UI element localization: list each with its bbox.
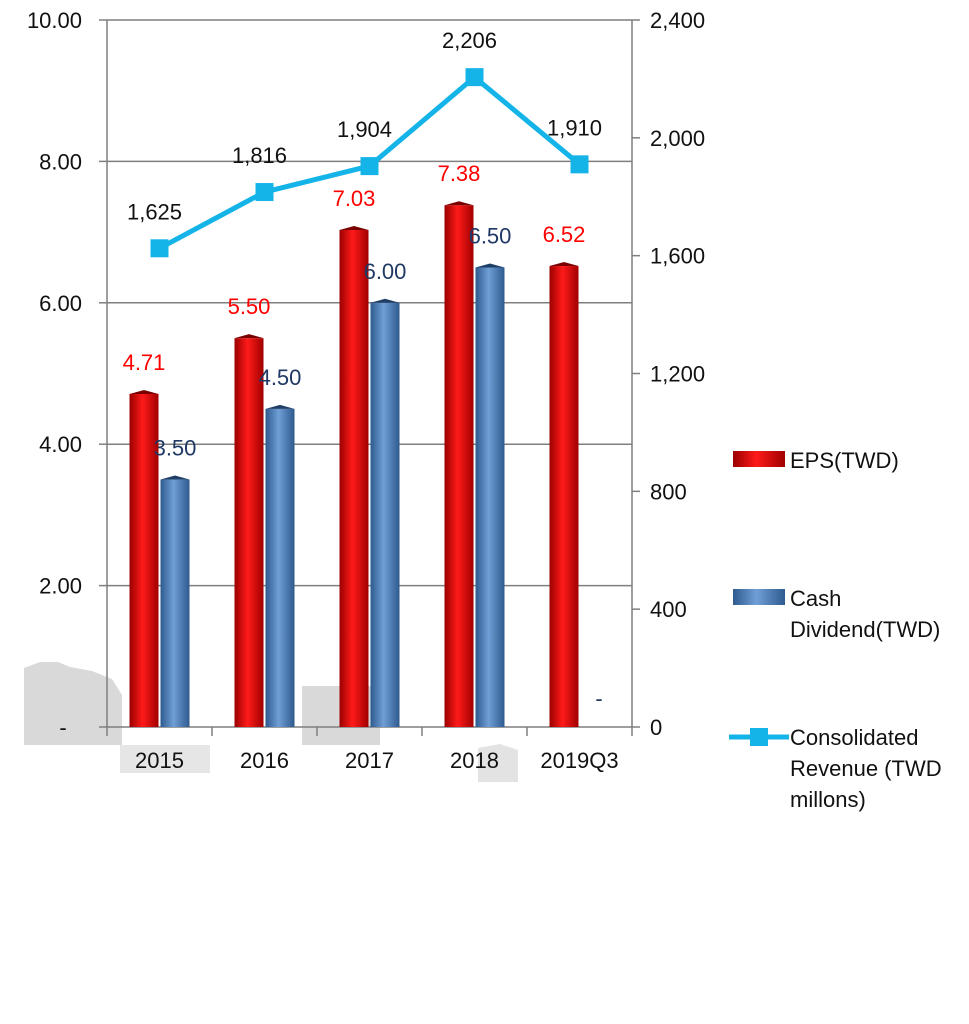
revenue-data-label: 2,206 [442,28,497,53]
revenue-marker [150,239,169,258]
x-axis-tick-label: 2019Q3 [540,748,618,773]
revenue-marker [255,183,274,202]
revenue-data-label: 1,625 [127,199,182,224]
eps-bar-cap [549,262,579,267]
dividend-bar [370,302,400,727]
dividend-bar-cap [160,475,190,480]
left-axis-tick-label: 8.00 [39,149,82,174]
x-axis-tick-label: 2017 [345,748,394,773]
eps-bar [444,205,474,727]
right-axis-tick-label: 400 [650,597,687,622]
left-axis-tick-label: 2.00 [39,574,82,599]
x-axis-tick-label: 2015 [135,748,184,773]
legend-swatch-eps [733,451,785,467]
legend-swatch-revenue-marker [750,728,768,746]
legend-label: Consolidated [790,725,918,750]
eps-bar [234,338,264,727]
background-shape [478,744,518,782]
revenue-marker [570,155,589,174]
dividend-data-label: 6.50 [469,223,512,248]
dividend-data-label: 4.50 [259,365,302,390]
dividend-data-label: 6.00 [364,259,407,284]
left-axis-tick-label: 10.00 [27,8,82,33]
revenue-marker [465,68,484,87]
x-axis-tick-label: 2016 [240,748,289,773]
bars [129,201,579,727]
background-shape [24,662,122,745]
axes: - 2.00 4.00 6.00 8.00 10.00 0 400 800 1,200 1,600 2… [27,8,705,773]
legend-label: Dividend(TWD) [790,617,940,642]
background-shape [120,745,210,773]
legend-label: Revenue (TWD [790,756,942,781]
legend-label: Cash [790,586,841,611]
dividend-bar [160,479,190,727]
dividend-data-label: - [595,686,602,711]
left-axis-tick-label: 6.00 [39,291,82,316]
eps-bar-cap [129,390,159,395]
revenue-marker [360,157,379,176]
right-axis-tick-label: 0 [650,715,662,740]
eps-bar-cap [234,334,264,339]
eps-bar-cap [444,201,474,206]
eps-data-label: 4.71 [123,350,166,375]
eps-bar-cap [339,225,369,230]
eps-bar [549,266,579,727]
eps-bar [339,229,369,727]
data-labels: 4.71 3.50 5.50 4.50 7.03 6.00 7.38 6.50 6.52 - 1,6… [123,28,603,711]
legend-label: EPS(TWD) [790,448,899,473]
revenue-data-label: 1,904 [337,117,392,142]
dividend-bar [265,408,295,727]
eps-data-label: 5.50 [228,294,271,319]
eps-data-label: 6.52 [543,222,586,247]
eps-bar [129,394,159,727]
x-axis-tick-label: 2018 [450,748,499,773]
dividend-data-label: 3.50 [154,436,197,461]
dividend-bar-cap [370,298,400,303]
dividend-bar-cap [475,263,505,268]
eps-data-label: 7.38 [438,161,481,186]
legend-swatch-dividend [733,589,785,605]
revenue-data-label: 1,816 [232,143,287,168]
right-axis-tick-label: 2,400 [650,8,705,33]
right-axis-tick-label: 1,200 [650,362,705,387]
left-axis-tick-label: 4.00 [39,432,82,457]
dividend-bar [475,267,505,727]
legend: EPS(TWD) Cash Dividend(TWD) Consolidated Rev… [729,448,942,812]
revenue-data-label: 1,910 [547,115,602,140]
dividend-bar-cap [265,404,295,409]
revenue-line [150,68,589,258]
right-axis-tick-label: 800 [650,479,687,504]
right-axis-tick-label: 2,000 [650,126,705,151]
left-axis-tick-label: - [59,715,66,740]
eps-data-label: 7.03 [333,186,376,211]
right-axis-tick-label: 1,600 [650,244,705,269]
legend-label: millons) [790,787,866,812]
